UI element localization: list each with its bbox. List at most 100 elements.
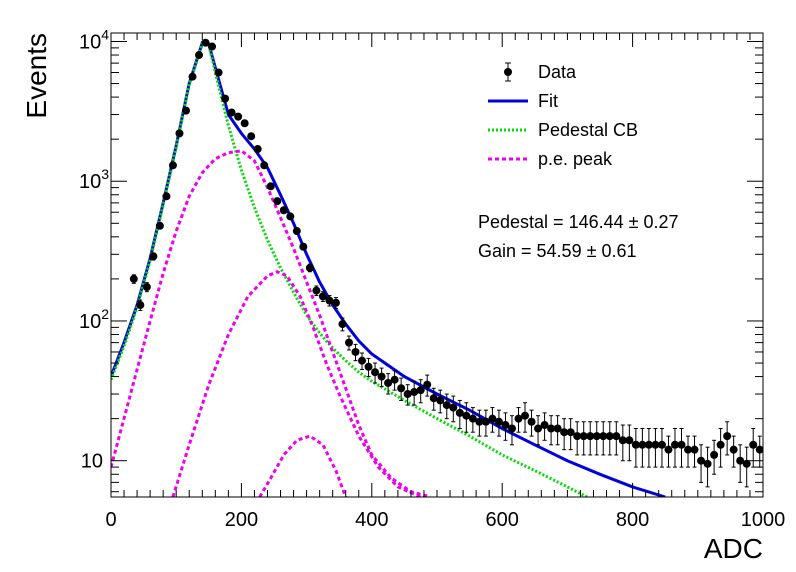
data-point xyxy=(710,450,719,459)
series-line-4 xyxy=(171,270,422,497)
pedestal-annotation: Pedestal = 146.44 ± 0.27 xyxy=(478,212,679,232)
series-line-2 xyxy=(111,42,588,497)
data-point xyxy=(410,388,419,397)
data-point xyxy=(579,432,588,441)
data-point xyxy=(657,440,666,449)
x-tick-label: 200 xyxy=(225,509,258,531)
data-point xyxy=(755,445,763,454)
x-tick-label: 400 xyxy=(355,509,388,531)
data-point xyxy=(475,417,484,426)
y-tick-label: 10 xyxy=(81,451,103,473)
data-point xyxy=(690,445,699,454)
data-point xyxy=(338,320,347,329)
data-point xyxy=(266,182,275,191)
data-point xyxy=(299,242,308,251)
data-point xyxy=(312,286,321,295)
data-point xyxy=(521,411,530,420)
data-point xyxy=(136,301,145,310)
data-point xyxy=(240,119,249,128)
axis-tick-labels: 0 200 400 600 800 1000 10 102 103 104 xyxy=(79,26,785,531)
data-point xyxy=(377,372,386,381)
y-tick-label: 102 xyxy=(79,306,109,333)
legend-label: Pedestal CB xyxy=(538,120,638,140)
data-point xyxy=(677,440,686,449)
data-point xyxy=(644,440,653,449)
y-axis-title: Events xyxy=(21,33,52,119)
data-point xyxy=(481,417,490,426)
data-point xyxy=(664,445,673,454)
data-point xyxy=(253,145,262,154)
data-point xyxy=(331,298,340,307)
data-point xyxy=(384,378,393,387)
series-line-5 xyxy=(258,434,348,497)
data-point xyxy=(625,436,634,445)
data-point xyxy=(208,42,217,51)
data-point xyxy=(527,417,536,426)
data-point xyxy=(507,424,516,433)
data-point xyxy=(149,252,158,261)
data-point xyxy=(742,459,751,468)
data-point xyxy=(214,68,223,77)
data-point xyxy=(188,72,197,81)
data-point xyxy=(397,384,406,393)
data-point xyxy=(129,274,138,283)
x-tick-label: 0 xyxy=(105,509,116,531)
data-point xyxy=(605,432,614,441)
x-tick-label: 800 xyxy=(616,509,649,531)
data-point xyxy=(273,197,282,206)
data-point xyxy=(501,421,510,430)
data-point xyxy=(586,432,595,441)
axis-ticks xyxy=(110,33,764,497)
series-line-1 xyxy=(111,40,666,497)
data-point xyxy=(566,428,575,437)
data-point xyxy=(670,440,679,449)
data-point xyxy=(423,380,432,389)
data-point xyxy=(573,432,582,441)
data-point xyxy=(540,421,549,430)
data-point xyxy=(494,417,503,426)
gain-annotation: Gain = 54.59 ± 0.61 xyxy=(478,241,637,261)
data-point xyxy=(436,396,445,405)
data-point xyxy=(534,424,543,433)
series-line-3 xyxy=(111,149,431,497)
data-point xyxy=(286,212,295,221)
plot-area xyxy=(111,38,763,497)
data-point xyxy=(462,411,471,420)
data-point xyxy=(181,106,190,115)
data-point xyxy=(162,192,171,201)
data-point xyxy=(364,362,373,371)
data-point xyxy=(371,368,380,377)
x-tick-label: 600 xyxy=(486,509,519,531)
data-point xyxy=(455,408,464,417)
data-point xyxy=(234,112,243,121)
data-point xyxy=(592,432,601,441)
data-point xyxy=(736,456,745,465)
data-point xyxy=(631,440,640,449)
data-point xyxy=(403,390,412,399)
data-point xyxy=(201,38,210,47)
data-point xyxy=(599,432,608,441)
x-axis-title: ADC xyxy=(704,533,763,564)
data-point xyxy=(729,445,738,454)
data-point xyxy=(325,296,334,305)
data-point xyxy=(488,414,497,423)
data-point xyxy=(416,386,425,395)
data-point xyxy=(429,394,438,403)
data-point xyxy=(351,347,360,356)
data-point xyxy=(442,401,451,410)
data-point xyxy=(553,424,562,433)
data-point xyxy=(638,440,647,449)
data-point xyxy=(703,459,712,468)
data-point xyxy=(547,424,556,433)
data-point xyxy=(247,132,256,141)
data-point xyxy=(618,436,627,445)
x-tick-label: 1000 xyxy=(741,509,786,531)
legend-marker-data xyxy=(504,68,512,76)
legend-label: p.e. peak xyxy=(538,149,613,169)
plot-frame xyxy=(110,32,764,498)
data-point xyxy=(344,338,353,347)
data-point xyxy=(195,51,204,60)
data-point xyxy=(449,403,458,412)
data-point xyxy=(612,432,621,441)
